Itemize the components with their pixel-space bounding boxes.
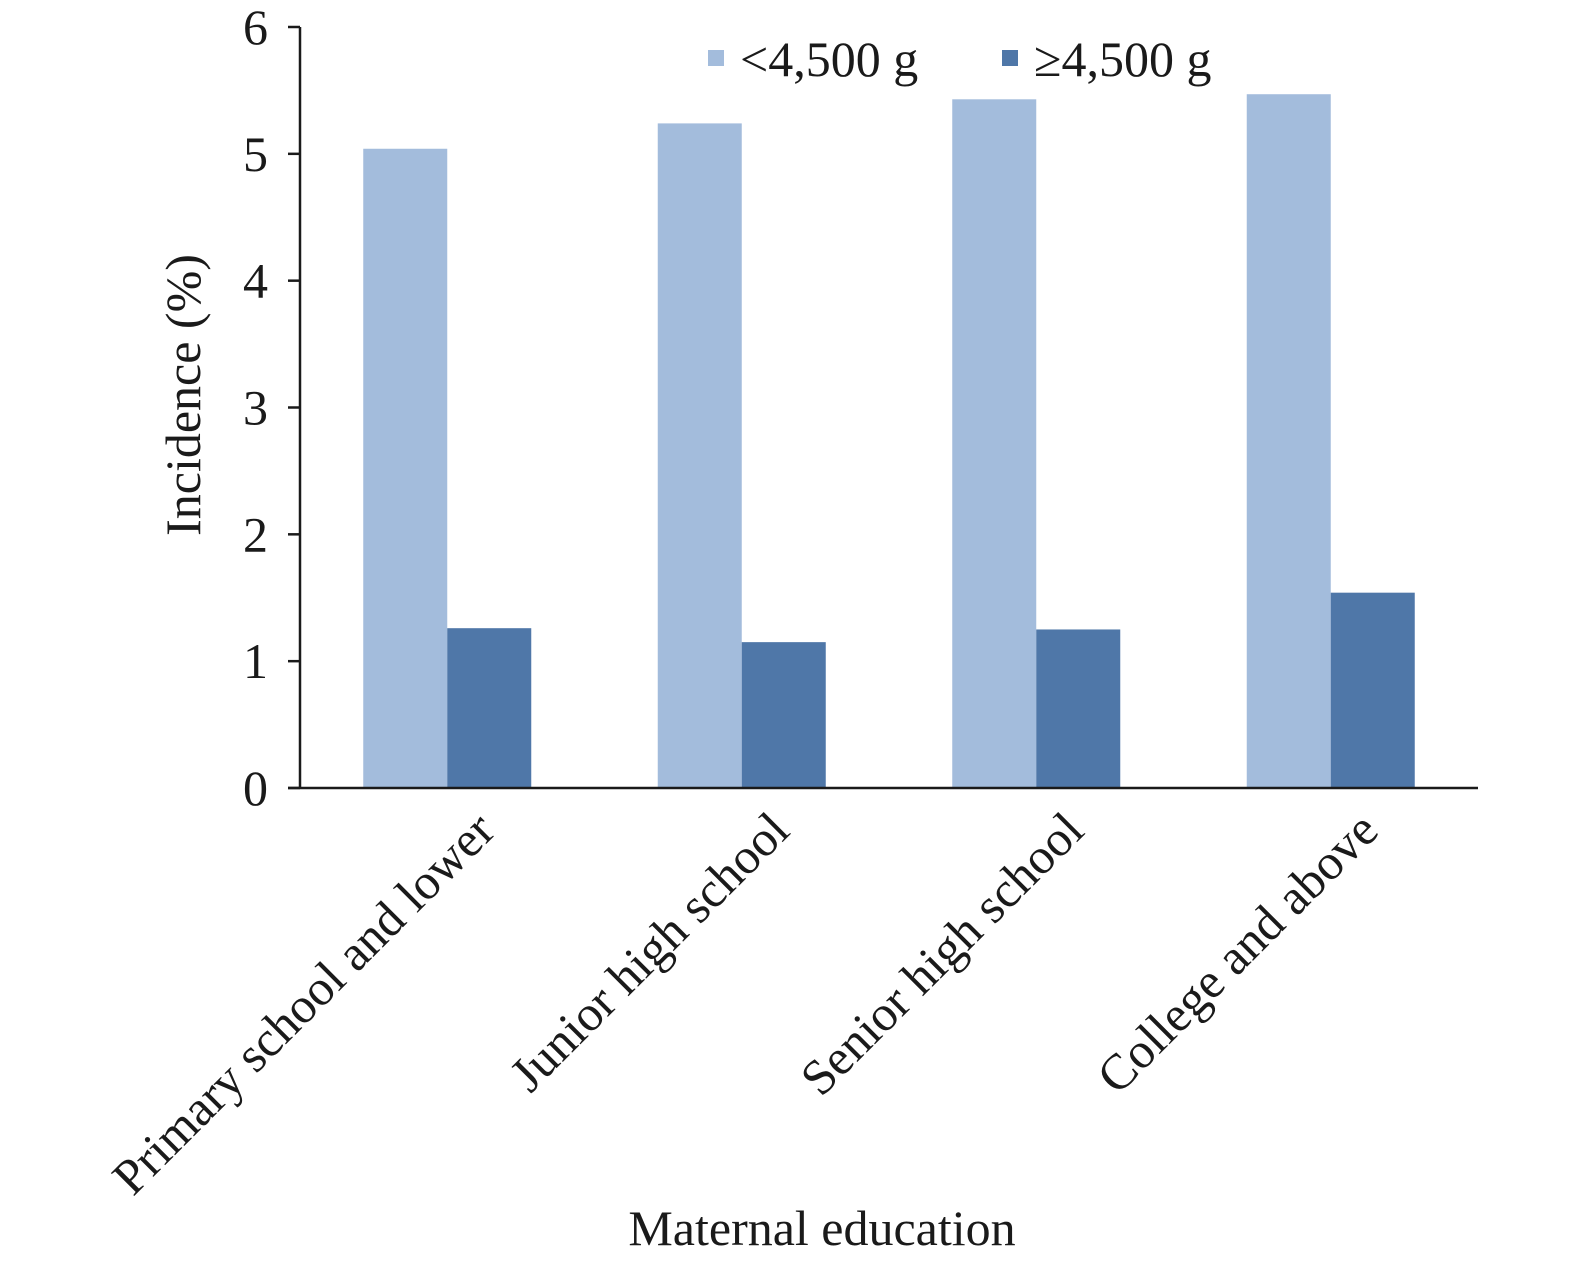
- bar-series-1-category-4: [1246, 94, 1331, 788]
- y-tick-label: 3: [243, 380, 268, 436]
- x-axis-title: Maternal education: [628, 1200, 1015, 1256]
- bar-series-2-category-2: [741, 642, 826, 788]
- x-category-label: College and above: [1086, 801, 1389, 1104]
- y-tick-label: 2: [243, 506, 268, 562]
- legend: <4,500 g ≥4,500 g: [708, 31, 1211, 87]
- legend-swatch: [708, 50, 724, 66]
- y-tick-label: 1: [243, 633, 268, 689]
- legend-label: ≥4,500 g: [1034, 31, 1211, 87]
- legend-swatch: [1002, 50, 1018, 66]
- bar-series-1-category-1: [363, 148, 448, 788]
- x-category-label: Senior high school: [789, 801, 1094, 1106]
- y-tick-label: 6: [243, 0, 268, 55]
- bar-series-1-category-2: [657, 123, 742, 789]
- bar-series-2-category-4: [1330, 592, 1415, 788]
- legend-label: <4,500 g: [740, 31, 918, 87]
- x-category-label: Primary school and lower: [101, 801, 505, 1205]
- y-tick-label: 5: [243, 126, 268, 182]
- bar-series-2-category-1: [447, 628, 532, 788]
- y-tick-label: 4: [243, 253, 268, 309]
- bar-series-1-category-3: [952, 99, 1037, 789]
- y-tick-label: 0: [243, 760, 268, 816]
- y-axis-title: Incidence (%): [155, 254, 211, 536]
- x-category-label: Junior high school: [499, 801, 800, 1102]
- y-ticks: 0 1 2 3 4 5 6: [243, 0, 300, 816]
- bars-layer: [363, 94, 1415, 789]
- bar-series-2-category-3: [1036, 629, 1121, 788]
